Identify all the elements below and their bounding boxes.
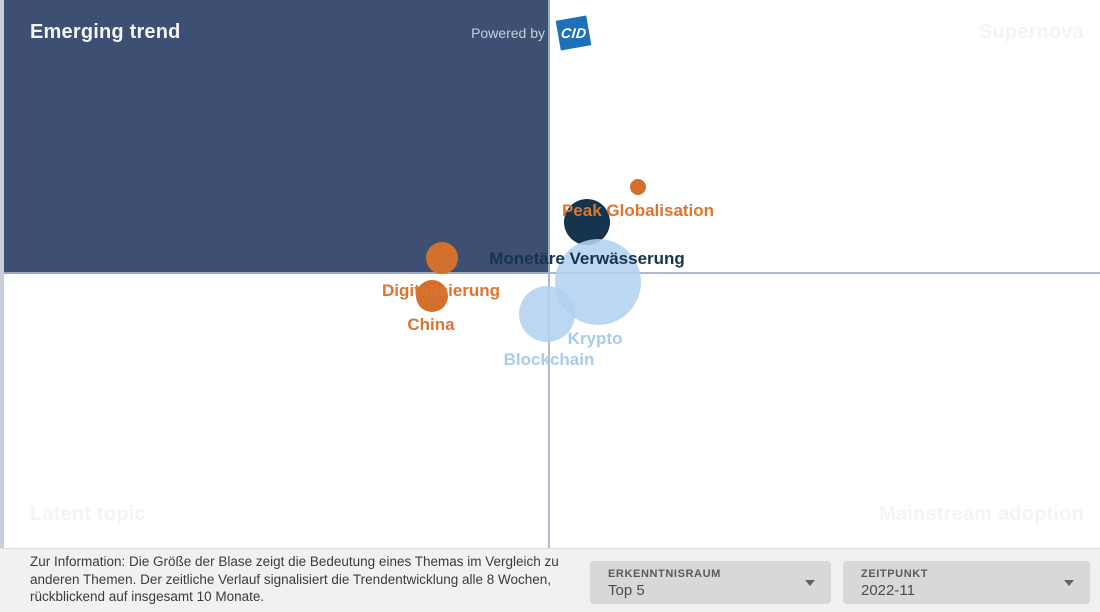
chart-right-border bbox=[0, 0, 4, 548]
zeitpunkt-dropdown[interactable]: ZEITPUNKT 2022-11 bbox=[843, 561, 1090, 604]
quadrant-mainstream-adoption bbox=[0, 0, 550, 274]
chevron-down-icon bbox=[805, 580, 815, 586]
zeitpunkt-dropdown-label: ZEITPUNKT bbox=[861, 568, 929, 580]
quadrant-divider-horizontal bbox=[0, 272, 1100, 274]
bubble-monet-re-verw-sserung[interactable] bbox=[564, 199, 610, 245]
erkenntnisraum-dropdown[interactable]: ERKENNTNISRAUM Top 5 bbox=[590, 561, 831, 604]
bubble-china[interactable] bbox=[416, 280, 448, 312]
chevron-down-icon bbox=[1064, 580, 1074, 586]
bubble-label-monet-re-verw-sserung: Monetäre Verwässerung bbox=[489, 249, 685, 268]
quadrant-title-mainstream-adoption: Mainstream adoption bbox=[879, 503, 1084, 525]
bubble-label-peak-globalisation: Peak Globalisation bbox=[561, 201, 715, 220]
bubble-label-blockchain: Blockchain bbox=[503, 350, 595, 369]
bubble-label-krypto: Krypto bbox=[567, 329, 623, 348]
erkenntnisraum-dropdown-label: ERKENNTNISRAUM bbox=[608, 568, 721, 580]
powered-by-label: Powered by bbox=[471, 25, 545, 41]
quadrant-title-latent-topic: Latent topic bbox=[30, 503, 146, 525]
cid-logo: CID bbox=[554, 14, 594, 54]
footer-bar: Zur Information: Die Größe der Blase zei… bbox=[0, 548, 1100, 612]
bubble-digitalisierung[interactable] bbox=[426, 242, 458, 274]
quadrant-title-supernova: Supernova bbox=[978, 21, 1084, 43]
quadrant-title-emerging-trend: Emerging trend bbox=[30, 21, 181, 43]
zeitpunkt-dropdown-value: 2022-11 bbox=[861, 582, 915, 599]
quadrant-bubble-chart: Digitalisierung China Peak Globalisation Mo… bbox=[0, 0, 1100, 548]
cid-logo-icon: CID bbox=[555, 15, 592, 51]
info-text: Zur Information: Die Größe der Blase zei… bbox=[30, 554, 559, 604]
bubble-blockchain[interactable] bbox=[519, 286, 575, 342]
bubble-layer: Digitalisierung China Peak Globalisation Mo… bbox=[381, 179, 715, 369]
bubble-peak-globalisation[interactable] bbox=[630, 179, 646, 195]
bubble-label-digitalisierung: Digitalisierung bbox=[381, 281, 501, 300]
cid-logo-text: CID bbox=[559, 25, 588, 41]
erkenntnisraum-dropdown-value: Top 5 bbox=[608, 582, 645, 599]
bubble-label-china: China bbox=[407, 315, 455, 334]
quadrant-divider-vertical bbox=[548, 0, 550, 548]
